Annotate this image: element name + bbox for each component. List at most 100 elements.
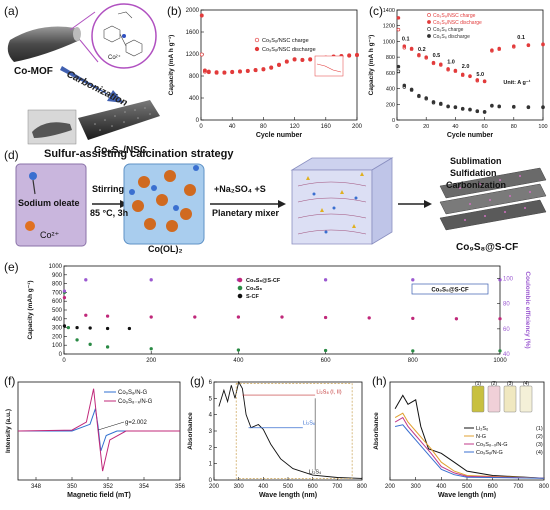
y-tick-label: 4: [209, 413, 213, 419]
g-value-pointer: [98, 421, 125, 431]
y-axis-label: Capacity (mA h g⁻¹): [368, 35, 375, 96]
y-tick-label: 1200: [383, 24, 395, 30]
x-tick-label: 200: [209, 484, 220, 490]
data-point: [193, 315, 197, 319]
x-tick-label: 600: [321, 358, 332, 364]
x-tick-label: 200: [352, 124, 363, 130]
data-point: [541, 105, 545, 109]
data-point: [475, 109, 480, 113]
process-label: Carbonization: [65, 69, 129, 109]
y-axis-label: Capacity (mAh g⁻¹): [27, 280, 34, 339]
rate-label: 1.0: [447, 59, 455, 65]
legend-label: Co₉S₈ discharge: [433, 34, 470, 40]
x-tick-label: 0: [62, 358, 66, 364]
panel-d: (d) Sulfur-assisting calcination strateg…: [0, 146, 550, 258]
y-tick-label: 1200: [186, 52, 200, 58]
y-tick-label: 0: [196, 118, 200, 124]
legend-marker: [237, 285, 243, 291]
legend-marker: [427, 27, 431, 31]
x-tick-label: 300: [234, 484, 245, 490]
co2-label: Co²⁺: [108, 55, 121, 61]
vial: [503, 385, 517, 413]
x-tick-label: 400: [233, 358, 244, 364]
y-tick-label: 600: [386, 71, 395, 77]
micelle-icons: [129, 165, 199, 232]
legend-label: Co₉S₈₋ₓ/N-G: [476, 442, 507, 448]
data-point: [347, 53, 352, 58]
y2-tick-label: 100: [503, 277, 514, 283]
data-point: [62, 289, 67, 293]
y-axis-label: Intensity (a.u.): [5, 409, 12, 453]
step3-line1: Sublimation: [450, 156, 502, 166]
data-point: [439, 62, 443, 66]
panel-g: (g) 200 300 400 500 600 700 800 0 1 2 3 4 5 6 Wave len…: [186, 372, 368, 505]
x-tick-label: 600: [308, 484, 319, 490]
x-tick-label: 20: [423, 124, 429, 130]
y-tick-label: 400: [52, 317, 63, 323]
panel-f: (f) 348 350 352 354 356 Magnetic field (mT) In…: [0, 372, 186, 505]
carbonization-arrow: [60, 66, 124, 103]
x-tick-label: 200: [146, 358, 157, 364]
chart-g: 200 300 400 500 600 700 800 0 1 2 3 4 5 6 Wave length …: [187, 380, 368, 499]
x-tick-label: 800: [357, 484, 368, 490]
y-tick-label: 1000: [49, 264, 63, 270]
x-tick-label: 350: [67, 484, 78, 490]
series-line: [218, 380, 363, 479]
vial-label: (3): [507, 381, 513, 387]
vial-label: (1): [475, 381, 481, 387]
x-tick-label: 40: [452, 124, 458, 130]
y-tick-label: 200: [386, 102, 395, 108]
data-point: [355, 52, 359, 57]
data-point: [236, 315, 241, 319]
panel-label-f: (f): [4, 374, 16, 388]
legend-label: Co₉S₈ charge: [433, 27, 464, 33]
data-point: [490, 48, 494, 52]
legend-marker: [237, 277, 243, 283]
rate-label: 5.0: [476, 72, 484, 78]
legend-marker: [237, 293, 243, 299]
data-point: [84, 313, 88, 317]
legend-label: Li₂S₆: [476, 426, 488, 432]
intermediate-label: Co(OL)₂: [148, 244, 183, 254]
plot-frame: [396, 9, 544, 121]
x-tick-label: 354: [139, 484, 150, 490]
y-tick-label: 2: [209, 445, 213, 451]
data-point: [206, 69, 211, 74]
data-point: [300, 57, 305, 62]
callout-label: Co₉S₈@S-CF: [431, 288, 469, 294]
data-point: [424, 96, 428, 100]
step2-line1: +Na₂SO₄ +S: [214, 184, 266, 194]
data-point: [75, 338, 79, 342]
data-point: [417, 53, 421, 57]
x-tick-label: 0: [395, 124, 398, 130]
series-line: [394, 394, 545, 479]
data-point: [88, 326, 92, 330]
data-point: [498, 278, 502, 282]
series-line: [394, 416, 545, 479]
data-point: [482, 79, 487, 83]
data-point: [253, 67, 258, 72]
chart-h: 200 300 400 500 600 700 800 Wave length (nm) Abs…: [373, 381, 550, 499]
panel-label-b: (b): [167, 4, 182, 18]
legend-marker: [427, 34, 431, 38]
panel-label-d: (d): [4, 148, 19, 162]
co9s8-nsc-rod: [78, 100, 160, 140]
rate-label: 0.2: [418, 47, 426, 53]
y-tick-label: 300: [52, 326, 63, 332]
strategy-title: Sulfur-assisting calcination strategy: [44, 148, 234, 160]
data-point: [411, 316, 415, 321]
y-axis-label: Absorbance: [373, 412, 380, 450]
data-point: [238, 69, 242, 74]
panel-label-c: (c): [369, 4, 383, 18]
x-tick-label: 80: [260, 124, 267, 130]
data-point: [446, 67, 450, 71]
x-tick-label: 348: [31, 484, 42, 490]
data-point: [127, 326, 132, 331]
y-tick-label: 800: [52, 282, 63, 288]
y-tick-label: 1400: [383, 8, 395, 14]
panel-c: (c) 0 20 40 60 80 100 0 200 400 600 800 1000 1200 140…: [367, 0, 550, 142]
data-point: [202, 68, 207, 73]
step3-line3: Carbonization: [446, 180, 506, 190]
legend-marker: [254, 46, 260, 52]
y-tick-label: 0: [209, 478, 213, 484]
